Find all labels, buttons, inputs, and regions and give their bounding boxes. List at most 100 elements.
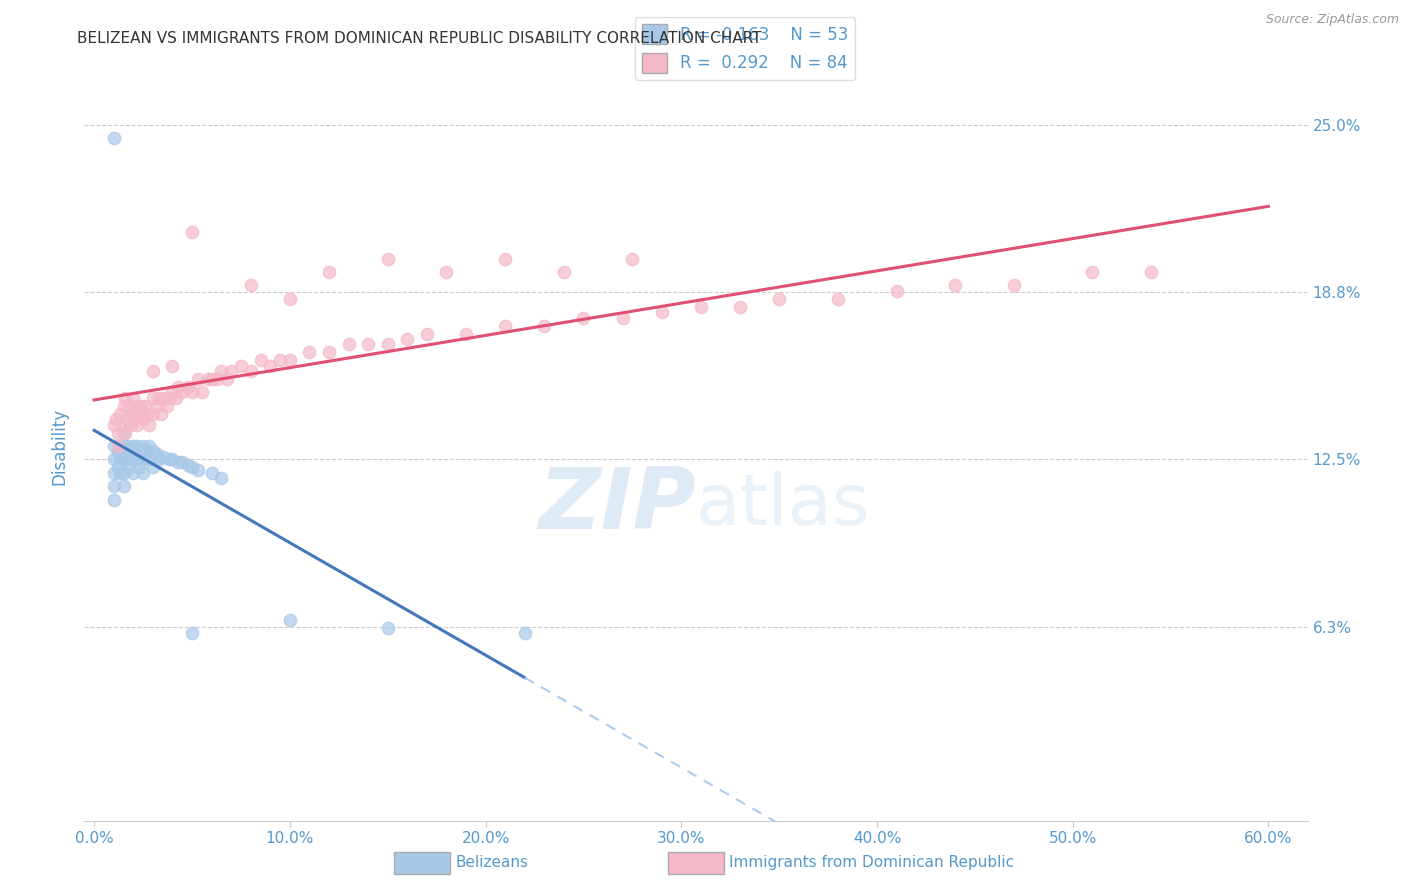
- Point: [112, 399, 135, 413]
- Point: [103, 452, 125, 467]
- Point: [142, 391, 165, 405]
- Point: [146, 399, 169, 413]
- Point: [128, 460, 150, 475]
- Text: Immigrants from Dominican Republic: Immigrants from Dominican Republic: [730, 855, 1014, 870]
- Point: [318, 345, 340, 359]
- Point: [217, 372, 239, 386]
- Point: [1140, 265, 1163, 279]
- Point: [337, 337, 360, 351]
- Point: [142, 364, 165, 378]
- Point: [142, 460, 165, 475]
- Point: [181, 225, 204, 239]
- Point: [172, 455, 194, 469]
- Point: [357, 337, 380, 351]
- Point: [886, 284, 908, 298]
- Point: [132, 439, 155, 453]
- Point: [142, 444, 165, 458]
- Point: [278, 613, 301, 627]
- Point: [136, 407, 159, 421]
- Point: [112, 452, 135, 467]
- Point: [436, 265, 458, 279]
- Point: [128, 407, 150, 421]
- Point: [239, 364, 262, 378]
- Point: [148, 391, 170, 405]
- Point: [377, 252, 399, 266]
- Point: [122, 466, 145, 480]
- Point: [103, 131, 125, 145]
- Legend: R = -0.163    N = 53, R =  0.292    N = 84: R = -0.163 N = 53, R = 0.292 N = 84: [636, 17, 855, 79]
- Point: [117, 439, 139, 453]
- Point: [107, 425, 129, 440]
- Point: [181, 460, 204, 475]
- Point: [181, 626, 204, 640]
- Point: [298, 345, 321, 359]
- Point: [396, 332, 419, 346]
- Point: [533, 318, 555, 333]
- Point: [152, 391, 174, 405]
- Point: [278, 353, 301, 368]
- Point: [572, 310, 595, 325]
- Point: [118, 399, 141, 413]
- Point: [943, 278, 966, 293]
- Point: [127, 417, 149, 432]
- Point: [104, 412, 127, 426]
- Point: [494, 318, 516, 333]
- Point: [136, 444, 159, 458]
- Point: [1081, 265, 1104, 279]
- Point: [108, 466, 131, 480]
- Point: [108, 452, 131, 467]
- Point: [108, 407, 131, 421]
- Point: [132, 466, 155, 480]
- Point: [112, 466, 135, 480]
- Point: [118, 444, 141, 458]
- Point: [200, 372, 222, 386]
- Point: [172, 385, 194, 400]
- Point: [127, 399, 149, 413]
- Point: [177, 458, 200, 472]
- Point: [219, 364, 242, 378]
- Point: [103, 439, 125, 453]
- Point: [108, 439, 131, 453]
- Point: [278, 292, 301, 306]
- Text: atlas: atlas: [696, 472, 870, 541]
- Point: [249, 353, 271, 368]
- Point: [107, 460, 129, 475]
- Point: [1002, 278, 1025, 293]
- Point: [142, 407, 165, 421]
- Point: [114, 425, 136, 440]
- Point: [167, 380, 190, 394]
- Point: [127, 452, 149, 467]
- Point: [122, 439, 145, 453]
- Text: Source: ZipAtlas.com: Source: ZipAtlas.com: [1265, 13, 1399, 27]
- Point: [494, 252, 516, 266]
- Point: [148, 452, 170, 467]
- Point: [209, 471, 232, 485]
- Point: [127, 439, 149, 453]
- Point: [103, 479, 125, 493]
- Point: [122, 407, 145, 421]
- Point: [112, 439, 135, 453]
- Point: [128, 444, 150, 458]
- Point: [103, 417, 125, 432]
- Point: [132, 452, 155, 467]
- Point: [416, 326, 439, 341]
- Point: [118, 460, 141, 475]
- Point: [728, 300, 751, 314]
- Point: [149, 407, 172, 421]
- Point: [768, 292, 790, 306]
- Point: [157, 452, 180, 467]
- Point: [114, 391, 136, 405]
- Text: ZIP: ZIP: [538, 465, 696, 548]
- Point: [200, 466, 222, 480]
- Point: [377, 621, 399, 635]
- Point: [621, 252, 644, 266]
- Point: [318, 265, 340, 279]
- Point: [124, 412, 146, 426]
- Point: [197, 372, 219, 386]
- Point: [269, 353, 291, 368]
- Point: [138, 439, 160, 453]
- Point: [454, 326, 477, 341]
- Point: [162, 385, 184, 400]
- Point: [112, 417, 135, 432]
- Point: [122, 444, 145, 458]
